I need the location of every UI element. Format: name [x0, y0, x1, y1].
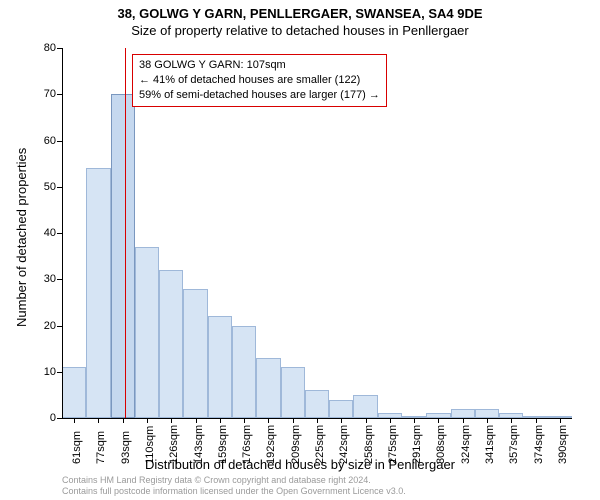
x-tick-mark: [366, 418, 367, 423]
y-tick-mark: [57, 279, 62, 280]
chart-container: 38, GOLWG Y GARN, PENLLERGAER, SWANSEA, …: [0, 0, 600, 500]
x-tick-mark: [511, 418, 512, 423]
histogram-bar: [86, 168, 110, 418]
x-tick-mark: [341, 418, 342, 423]
histogram-bar: [305, 390, 329, 418]
x-tick-mark: [98, 418, 99, 423]
histogram-bar: [329, 400, 353, 419]
callout-line-1: 38 GOLWG Y GARN: 107sqm: [139, 58, 380, 73]
histogram-bar: [159, 270, 183, 418]
footnote: Contains HM Land Registry data © Crown c…: [62, 475, 406, 498]
y-tick-mark: [57, 372, 62, 373]
histogram-bar: [183, 289, 207, 419]
footnote-line-2: Contains full postcode information licen…: [62, 486, 406, 497]
x-tick-mark: [147, 418, 148, 423]
y-tick-mark: [57, 187, 62, 188]
x-tick-mark: [487, 418, 488, 423]
y-tick-label: 80: [28, 42, 56, 54]
x-tick-mark: [171, 418, 172, 423]
histogram-bar: [281, 367, 305, 418]
histogram-bar: [451, 409, 475, 418]
x-tick-mark: [123, 418, 124, 423]
y-tick-label: 60: [28, 135, 56, 147]
chart-title-subtitle: Size of property relative to detached ho…: [0, 21, 600, 38]
y-tick-label: 0: [28, 412, 56, 424]
x-tick-mark: [463, 418, 464, 423]
x-axis-label: Distribution of detached houses by size …: [0, 457, 600, 472]
y-tick-label: 70: [28, 88, 56, 100]
x-tick-mark: [536, 418, 537, 423]
y-axis-label: Number of detached properties: [14, 148, 29, 327]
histogram-bar: [232, 326, 256, 419]
histogram-bar: [135, 247, 159, 418]
x-tick-mark: [268, 418, 269, 423]
x-tick-mark: [244, 418, 245, 423]
x-tick-mark: [390, 418, 391, 423]
y-tick-mark: [57, 418, 62, 419]
y-tick-label: 40: [28, 227, 56, 239]
y-tick-mark: [57, 233, 62, 234]
x-tick-mark: [220, 418, 221, 423]
x-tick-mark: [560, 418, 561, 423]
chart-title-address: 38, GOLWG Y GARN, PENLLERGAER, SWANSEA, …: [0, 0, 600, 21]
y-tick-mark: [57, 141, 62, 142]
y-axis-line: [62, 48, 63, 418]
callout-box: 38 GOLWG Y GARN: 107sqm ← 41% of detache…: [132, 54, 387, 107]
y-tick-label: 50: [28, 181, 56, 193]
x-tick-mark: [317, 418, 318, 423]
histogram-bar: [475, 409, 499, 418]
reference-line: [125, 48, 126, 418]
histogram-bar: [111, 94, 135, 418]
histogram-bar: [62, 367, 86, 418]
callout-line-3: 59% of semi-detached houses are larger (…: [139, 88, 380, 103]
plot-area: 01020304050607080 61sqm77sqm93sqm110sqm1…: [62, 48, 572, 418]
footnote-line-1: Contains HM Land Registry data © Crown c…: [62, 475, 406, 486]
y-axis-label-wrap: Number of detached properties: [14, 0, 28, 500]
x-tick-mark: [293, 418, 294, 423]
histogram-bar: [353, 395, 377, 418]
y-tick-label: 30: [28, 273, 56, 285]
x-tick-mark: [74, 418, 75, 423]
x-tick-mark: [196, 418, 197, 423]
histogram-bar: [208, 316, 232, 418]
y-tick-mark: [57, 48, 62, 49]
y-tick-mark: [57, 326, 62, 327]
x-tick-mark: [438, 418, 439, 423]
callout-line-2: ← 41% of detached houses are smaller (12…: [139, 73, 380, 88]
y-tick-label: 20: [28, 320, 56, 332]
y-tick-mark: [57, 94, 62, 95]
y-tick-label: 10: [28, 366, 56, 378]
histogram-bar: [256, 358, 280, 418]
x-tick-mark: [414, 418, 415, 423]
